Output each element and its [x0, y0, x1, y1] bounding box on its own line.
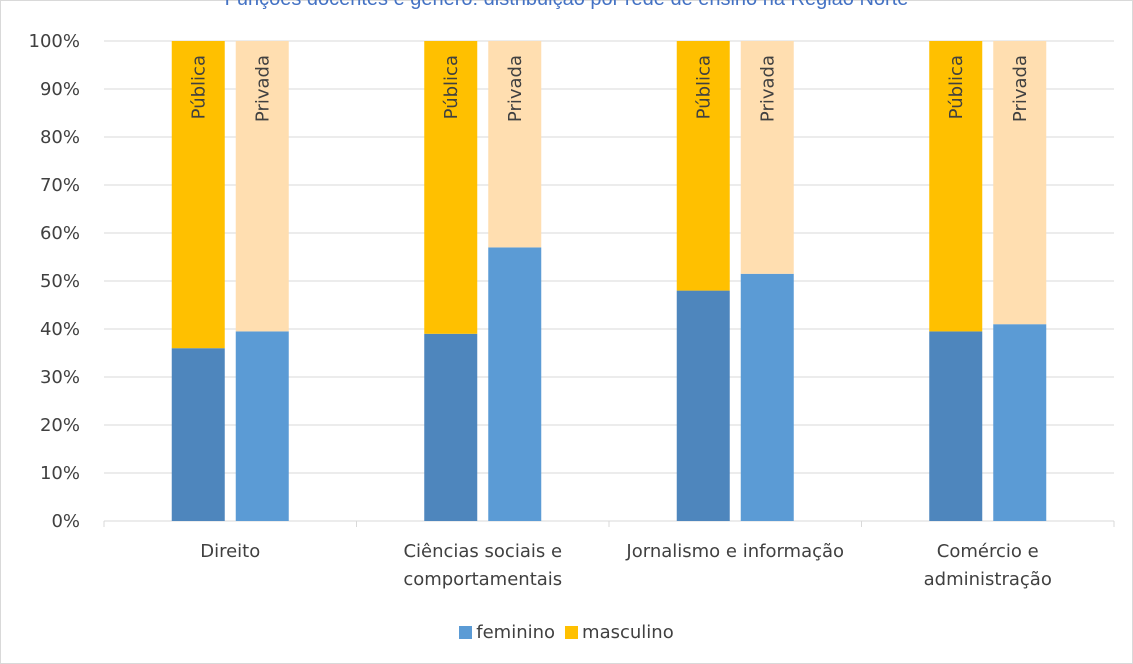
legend-item-feminino: feminino [459, 622, 555, 643]
bar-label: Pública [188, 55, 209, 119]
y-tick-label: 30% [40, 367, 80, 388]
bar-feminino [424, 333, 478, 521]
bar-feminino [676, 290, 730, 521]
y-tick-label: 0% [51, 511, 80, 532]
bar-feminino [740, 273, 794, 521]
legend-item-masculino: masculino [565, 622, 674, 643]
bar-feminino [993, 324, 1047, 521]
x-tick-label: Direito [200, 541, 260, 562]
bar-label: Privada [757, 55, 778, 122]
x-tick-label: Jornalismo e informação [625, 541, 844, 562]
bar-feminino [171, 348, 225, 521]
legend-swatch-feminino [459, 626, 473, 639]
x-tick-label: comportamentais [403, 569, 562, 590]
y-tick-label: 100% [29, 31, 80, 52]
y-tick-label: 40% [40, 319, 80, 340]
bar-feminino [488, 247, 542, 521]
bar-feminino [235, 331, 289, 521]
bar-label: Pública [441, 55, 462, 119]
chart-title: Funções docentes e género: distribuição … [0, 0, 1133, 11]
legend-label-masculino: masculino [582, 622, 674, 643]
y-tick-label: 20% [40, 415, 80, 436]
bar-label: Pública [946, 55, 967, 119]
bar-label: Pública [693, 55, 714, 119]
bar-feminino [929, 331, 983, 521]
y-tick-label: 90% [40, 79, 80, 100]
bar-masculino [993, 41, 1047, 325]
x-tick-label: Ciências sociais e [403, 541, 562, 562]
y-tick-label: 70% [40, 175, 80, 196]
y-tick-label: 10% [40, 463, 80, 484]
y-tick-label: 60% [40, 223, 80, 244]
bar-masculino [235, 41, 289, 332]
x-tick-label: administração [924, 569, 1052, 590]
bar-masculino [676, 41, 730, 291]
bar-masculino [929, 41, 983, 332]
bar-masculino [740, 41, 794, 274]
y-tick-label: 50% [40, 271, 80, 292]
bar-label: Privada [505, 55, 526, 122]
bar-masculino [424, 41, 478, 334]
bar-label: Privada [1010, 55, 1031, 122]
bar-masculino [171, 41, 225, 349]
bar-label: Privada [252, 55, 273, 122]
bar-masculino [488, 41, 542, 248]
y-tick-label: 80% [40, 127, 80, 148]
legend: feminino masculino [0, 622, 1133, 643]
legend-swatch-masculino [565, 626, 579, 639]
legend-label-feminino: feminino [476, 622, 556, 643]
x-tick-label: Comércio e [937, 541, 1039, 562]
